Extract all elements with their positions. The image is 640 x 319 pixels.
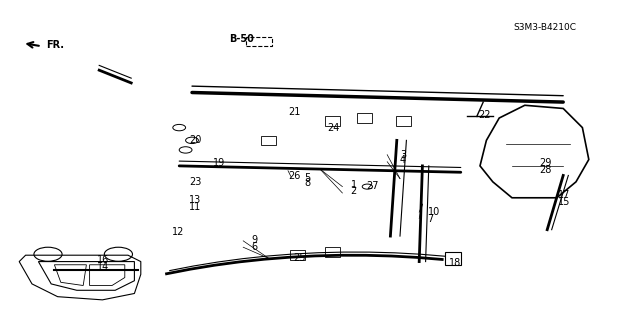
Text: 22: 22 bbox=[479, 110, 492, 121]
Text: 27: 27 bbox=[366, 181, 379, 191]
Bar bbox=[261, 136, 276, 145]
Text: 28: 28 bbox=[540, 165, 552, 175]
Text: 4: 4 bbox=[400, 155, 406, 165]
Bar bbox=[396, 116, 411, 126]
Text: B-50: B-50 bbox=[229, 34, 254, 44]
Text: 20: 20 bbox=[189, 135, 201, 145]
Bar bbox=[357, 113, 372, 123]
Text: 14: 14 bbox=[97, 262, 109, 272]
Bar bbox=[325, 247, 340, 257]
Text: 7: 7 bbox=[428, 213, 434, 224]
Text: 5: 5 bbox=[304, 173, 310, 183]
Text: 26: 26 bbox=[288, 171, 300, 181]
Text: FR.: FR. bbox=[46, 40, 64, 50]
Text: 25: 25 bbox=[293, 253, 306, 263]
Text: 12: 12 bbox=[172, 227, 184, 237]
Text: 9: 9 bbox=[251, 235, 257, 245]
Text: 19: 19 bbox=[212, 158, 225, 168]
Text: 13: 13 bbox=[189, 195, 201, 205]
Text: 16: 16 bbox=[97, 255, 109, 265]
Text: 17: 17 bbox=[558, 189, 570, 200]
Bar bbox=[290, 250, 305, 260]
Text: 1: 1 bbox=[351, 180, 357, 190]
Text: 3: 3 bbox=[400, 150, 406, 160]
Bar bbox=[325, 116, 340, 126]
Text: 11: 11 bbox=[189, 202, 201, 212]
Text: 23: 23 bbox=[189, 177, 201, 188]
Bar bbox=[246, 37, 272, 46]
Text: 24: 24 bbox=[328, 123, 340, 133]
Text: S3M3-B4210C: S3M3-B4210C bbox=[513, 23, 576, 32]
Text: 15: 15 bbox=[558, 197, 570, 207]
Text: 2: 2 bbox=[351, 186, 357, 197]
Text: 6: 6 bbox=[251, 242, 257, 252]
Text: 18: 18 bbox=[449, 257, 461, 268]
Text: 29: 29 bbox=[540, 158, 552, 168]
Text: 8: 8 bbox=[304, 178, 310, 189]
Text: 21: 21 bbox=[288, 107, 300, 117]
Text: 10: 10 bbox=[428, 207, 440, 217]
